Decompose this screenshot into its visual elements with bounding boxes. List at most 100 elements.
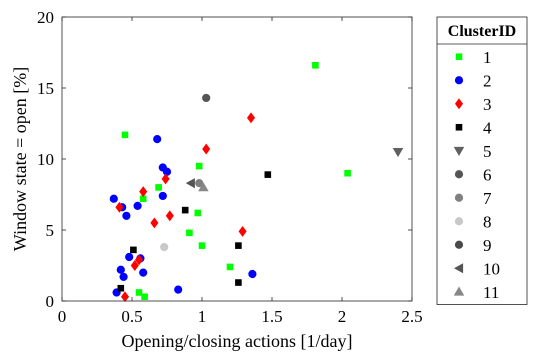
legend-marker [454, 170, 464, 179]
x-tick-label: 1 [198, 307, 207, 326]
legend-item: 4 [455, 118, 492, 137]
data-point [181, 206, 189, 214]
data-point [134, 254, 144, 266]
data-point [344, 169, 351, 177]
series-4 [117, 171, 272, 292]
legend-item: 7 [454, 189, 492, 208]
data-point [392, 148, 404, 158]
data-point [139, 268, 148, 277]
legend-marker [454, 193, 464, 202]
data-point [130, 260, 139, 271]
legend-item: 1 [455, 48, 492, 67]
data-point [155, 184, 162, 191]
data-point [195, 162, 203, 170]
data-point [312, 61, 319, 69]
data-point [194, 209, 202, 217]
data-point [117, 284, 125, 292]
data-point [235, 242, 242, 249]
y-tick-label: 10 [37, 150, 54, 169]
x-tick-label: 2.5 [401, 307, 422, 326]
data-point [264, 171, 272, 178]
data-point [135, 289, 143, 296]
legend-label: 1 [483, 48, 492, 67]
data-point [125, 252, 134, 262]
legend-title: ClusterID [448, 23, 516, 40]
legend-item: 8 [454, 212, 492, 231]
legend-box [436, 16, 528, 305]
legend-item: 2 [454, 71, 492, 90]
y-tick-label: 20 [37, 8, 54, 27]
series-5 [392, 148, 404, 158]
y-tick-label: 15 [37, 79, 54, 98]
data-point [115, 201, 124, 213]
data-point [109, 194, 118, 203]
series-10 [185, 178, 195, 189]
legend-item: 9 [454, 236, 492, 255]
data-point [198, 242, 206, 249]
legend-label: 9 [483, 236, 492, 255]
legend-marker [454, 76, 464, 85]
legend-marker [454, 98, 464, 110]
data-point [153, 135, 162, 144]
data-point [235, 279, 242, 286]
data-point [186, 229, 193, 237]
legend-item: 6 [454, 165, 492, 184]
legend-marker [454, 217, 464, 226]
data-point [150, 217, 159, 229]
data-point [195, 179, 204, 188]
x-tick-label: 1.5 [261, 307, 282, 326]
data-point [130, 246, 137, 254]
legend-label: 6 [483, 165, 492, 184]
series-11 [198, 182, 209, 192]
y-tick-label: 0 [46, 292, 55, 311]
legend-item: 11 [453, 283, 499, 302]
series-8 [160, 242, 169, 252]
legend-marker [453, 263, 464, 274]
data-point [185, 178, 195, 189]
data-point [116, 265, 125, 274]
data-point [226, 263, 234, 271]
axes: 0 0.5 1 1.5 2 2.5 0 5 10 15 20 Opening/closing acti… [10, 8, 423, 351]
legend-label: 2 [483, 71, 492, 90]
data-point [119, 272, 128, 281]
legend-item: 10 [453, 259, 500, 278]
series-6 [202, 93, 211, 103]
x-axis-label: Opening/closing actions [1/day] [122, 331, 353, 351]
data-point [161, 173, 170, 185]
legend-label: 10 [483, 259, 500, 278]
data-point [246, 112, 256, 124]
y-tick-label: 5 [46, 221, 55, 240]
data-point [121, 131, 129, 139]
legend-label: 11 [483, 283, 499, 302]
plot-area [109, 61, 404, 303]
series-2 [109, 135, 257, 297]
data-point [238, 225, 247, 237]
x-tick-label: 0 [58, 307, 67, 326]
legend-item: 5 [453, 142, 492, 161]
data-point [162, 167, 172, 176]
legend: ClusterID 1 2 3 4 5 6 7 8 9 10 11 [436, 16, 528, 305]
legend-marker [454, 240, 464, 249]
legend-marker [455, 53, 463, 61]
legend-marker [453, 286, 465, 296]
legend-label: 8 [483, 212, 492, 231]
y-axis-label: Window state = open [%] [10, 67, 30, 251]
data-point [158, 191, 167, 201]
data-point [198, 182, 209, 192]
legend-marker [455, 123, 463, 131]
data-point [174, 285, 183, 294]
data-point [141, 293, 148, 301]
data-point [202, 93, 211, 103]
data-point [139, 186, 148, 198]
data-point [202, 143, 211, 155]
data-point [160, 242, 169, 252]
legend-label: 7 [483, 189, 492, 208]
data-point [122, 211, 131, 220]
series-7 [195, 179, 204, 188]
legend-label: 4 [483, 118, 492, 137]
series-3 [115, 112, 256, 303]
legend-item: 3 [454, 95, 492, 114]
x-tick-label: 2 [338, 307, 347, 326]
legend-label: 5 [483, 142, 492, 161]
